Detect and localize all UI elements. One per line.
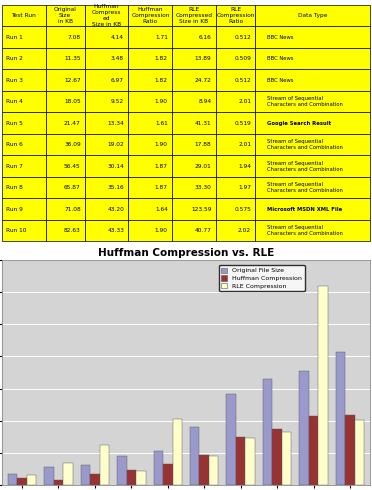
Bar — [336, 352, 345, 485]
Bar — [173, 418, 182, 485]
Bar — [345, 416, 355, 485]
Bar — [309, 416, 318, 485]
Bar — [154, 451, 163, 485]
Bar — [263, 379, 272, 485]
Bar — [163, 464, 173, 485]
Bar — [136, 471, 145, 485]
Bar — [44, 467, 54, 485]
Bar — [8, 474, 17, 485]
Bar — [246, 439, 255, 485]
Bar — [63, 463, 73, 485]
Title: Huffman Compression vs. RLE: Huffman Compression vs. RLE — [98, 248, 274, 258]
Legend: Original File Size, Huffman Compression, RLE Compression: Original File Size, Huffman Compression,… — [219, 265, 305, 291]
Bar — [54, 480, 63, 485]
Bar — [299, 371, 309, 485]
Bar — [272, 429, 282, 485]
Bar — [355, 419, 364, 485]
Bar — [190, 427, 199, 485]
Bar — [27, 475, 36, 485]
Bar — [100, 445, 109, 485]
Bar — [236, 437, 246, 485]
Bar — [199, 455, 209, 485]
Bar — [318, 286, 328, 485]
Bar — [209, 456, 218, 485]
Bar — [227, 394, 236, 485]
Bar — [282, 432, 291, 485]
Bar — [90, 474, 100, 485]
Bar — [126, 470, 136, 485]
Bar — [17, 478, 27, 485]
Bar — [117, 456, 126, 485]
Bar — [81, 465, 90, 485]
